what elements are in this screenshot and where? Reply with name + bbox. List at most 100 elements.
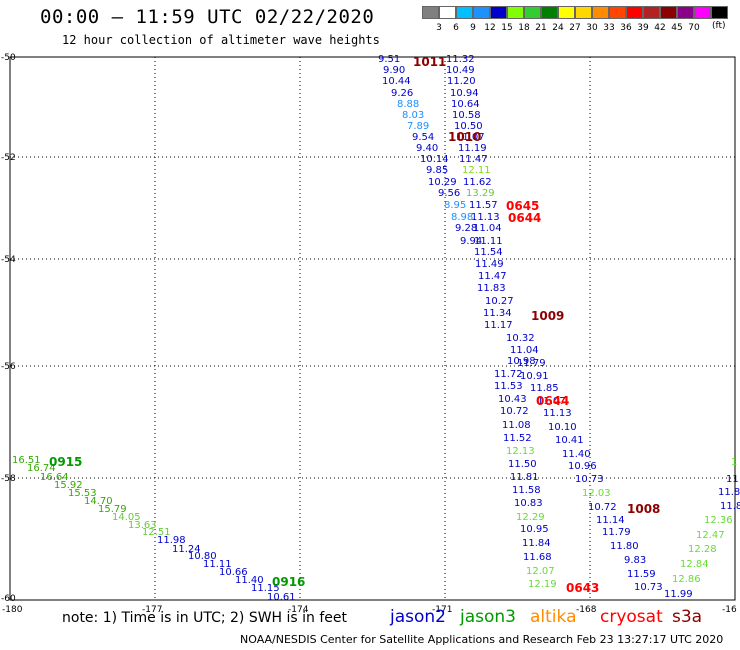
swh-value: 16.74 — [27, 463, 56, 474]
legend-label: 33 — [603, 23, 615, 33]
legend-swatch — [711, 6, 728, 19]
swh-value: 9.85 — [426, 165, 448, 176]
swh-value: 11.52 — [503, 433, 532, 444]
swh-value: 11.53 — [494, 381, 523, 392]
unit-label: (ft) — [712, 21, 726, 31]
time-label: 1009 — [531, 309, 564, 323]
swh-value: 11.8 — [718, 487, 740, 498]
swh-value: 9.83 — [624, 555, 646, 566]
swh-value: 11.62 — [463, 177, 492, 188]
swh-value: 9.54 — [412, 132, 434, 143]
swh-value: 9.51 — [378, 54, 400, 65]
swh-value: 11.11 — [474, 236, 503, 247]
swh-value: 11.34 — [483, 308, 512, 319]
legend-label: 45 — [671, 23, 683, 33]
legend-swatch — [575, 6, 592, 19]
legend-swatch — [643, 6, 660, 19]
swh-value: 8.98 — [451, 212, 473, 223]
swh-value: 11.24 — [172, 544, 201, 555]
footer-credit: NOAA/NESDIS Center for Satellite Applica… — [240, 633, 724, 646]
legend-swatch — [609, 6, 626, 19]
swh-value: 11.79 — [517, 358, 546, 369]
swh-value: 10.94 — [450, 88, 479, 99]
lat-label: -54 — [1, 255, 16, 265]
legend-label: 36 — [620, 23, 632, 33]
plot-frame — [9, 56, 736, 601]
swh-value: 12.28 — [688, 544, 717, 555]
swh-value: 16.51 — [12, 455, 41, 466]
legend-label: 27 — [569, 23, 581, 33]
legend-swatch — [422, 6, 439, 19]
swh-value: 12.13 — [506, 446, 535, 457]
legend-swatch — [473, 6, 490, 19]
swh-value: 10.98 — [507, 356, 536, 367]
swh-value: 11.07 — [537, 396, 566, 407]
swh-value: 11.19 — [458, 143, 487, 154]
swh-value: 11.68 — [523, 552, 552, 563]
swh-value: 11.99 — [664, 589, 693, 600]
legend-swatch — [626, 6, 643, 19]
swh-value: 10.50 — [454, 121, 483, 132]
swh-value: 13.63 — [128, 520, 157, 531]
swh-value: 12.86 — [672, 574, 701, 585]
legend-label: 39 — [637, 23, 649, 33]
swh-value: 13.29 — [466, 188, 495, 199]
legend-swatch — [541, 6, 558, 19]
swh-value: 10.95 — [520, 524, 549, 535]
swh-value: 10.66 — [219, 567, 248, 578]
legend-label: 3 — [436, 23, 442, 33]
lon-label: -174 — [288, 605, 309, 615]
lat-label: -60 — [1, 594, 16, 604]
swh-values: 9.519.9010.449.268.888.037.899.549.4010.… — [12, 54, 740, 603]
map-title: 00:00 – 11:59 UTC 02/22/2020 — [40, 6, 375, 28]
legend-label: 12 — [484, 23, 496, 33]
swh-value: 9.28 — [455, 223, 477, 234]
time-label: 0644 — [536, 394, 569, 408]
swh-value: 11.17 — [484, 320, 513, 331]
swh-value: 12.03 — [582, 488, 611, 499]
swh-value: 11.08 — [502, 420, 531, 431]
swh-value: 8.88 — [397, 99, 419, 110]
time-label: 1010 — [448, 130, 481, 144]
swh-value: 11.40 — [562, 449, 591, 460]
swh-value: 12.07 — [526, 566, 555, 577]
swh-value: 12.84 — [680, 559, 709, 570]
swh-value: 12.11 — [462, 165, 491, 176]
lon-label: -171 — [432, 605, 452, 615]
lat-label: -58 — [1, 474, 16, 484]
swh-value: 10.72 — [588, 502, 617, 513]
swh-value: 11.82 — [720, 501, 740, 512]
swh-value: 15.79 — [98, 504, 127, 515]
latitude-labels: -50 -52 -54 -56 -58 -60 — [1, 53, 16, 604]
swh-value: 10.72 — [500, 406, 529, 417]
lon-label: -180 — [2, 605, 23, 615]
time-label: 0916 — [272, 575, 305, 589]
swh-value: 11.54 — [474, 247, 503, 258]
swh-value: 11.04 — [510, 345, 539, 356]
legend-swatch — [439, 6, 456, 19]
swh-value: 11.40 — [235, 575, 264, 586]
swh-value: 1 — [731, 457, 737, 468]
time-label: 0643 — [566, 581, 599, 595]
swh-value: 11.14 — [596, 515, 625, 526]
sat-s3a: s3a — [672, 607, 703, 627]
swh-value: 11 — [726, 474, 739, 485]
lon-label: -168 — [576, 605, 597, 615]
swh-value: 10.43 — [498, 394, 527, 405]
swh-value: 10.96 — [568, 461, 597, 472]
swh-value: 12.19 — [528, 579, 557, 590]
swh-value: 11.32 — [446, 54, 475, 65]
swh-value: 11.79 — [602, 527, 631, 538]
sat-jason3: jason3 — [460, 607, 516, 627]
time-label: 0645 — [506, 199, 539, 213]
longitude-labels: -180 -177 -174 -171 -168 -16 — [2, 605, 737, 615]
sat-cryosat: cryosat — [600, 607, 663, 627]
legend-label: 18 — [518, 23, 530, 33]
swh-value: 9.56 — [438, 188, 460, 199]
swh-value: 11.15 — [251, 583, 280, 594]
swh-value: 10.91 — [520, 371, 549, 382]
swh-value: 11.11 — [203, 559, 232, 570]
legend-swatch — [677, 6, 694, 19]
swh-value: 10.73 — [634, 582, 663, 593]
